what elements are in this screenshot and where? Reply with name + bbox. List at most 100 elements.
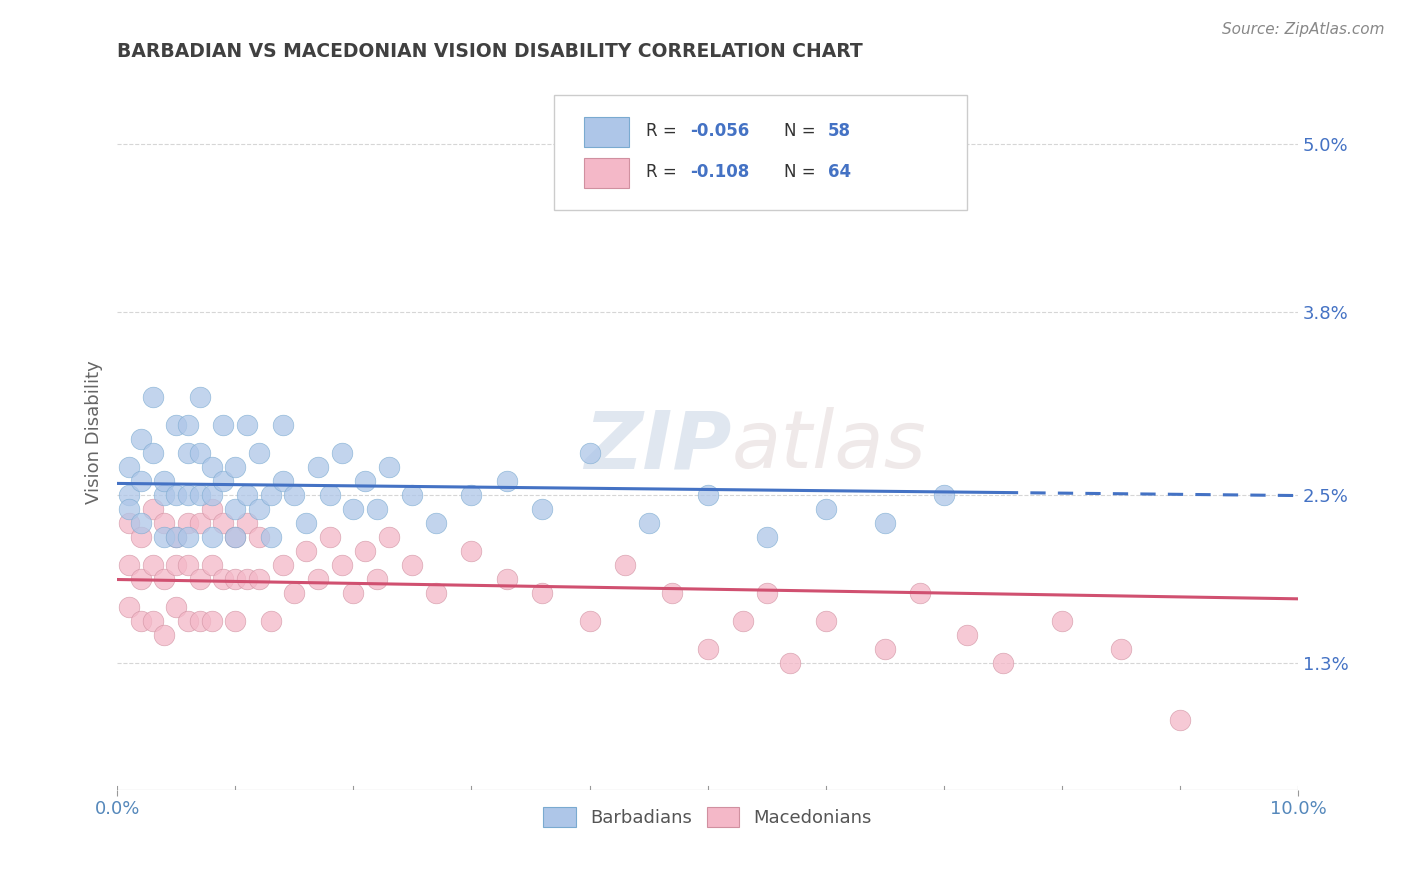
Point: [873, 516, 896, 530]
Point: [1109, 642, 1132, 657]
Point: [212, 474, 235, 488]
Point: [224, 615, 246, 629]
Point: [118, 459, 141, 474]
Point: [696, 488, 718, 502]
Point: [531, 502, 554, 516]
Point: [201, 502, 224, 516]
Point: [165, 530, 187, 544]
Point: [460, 488, 482, 502]
Point: [637, 516, 659, 530]
Point: [755, 586, 778, 600]
Text: N =: N =: [785, 163, 815, 181]
Point: [307, 459, 329, 474]
Point: [201, 530, 224, 544]
Point: [153, 628, 176, 642]
Point: [319, 488, 342, 502]
Point: [177, 558, 200, 573]
Point: [460, 544, 482, 558]
Point: [956, 628, 979, 642]
Point: [247, 446, 270, 460]
Point: [188, 390, 211, 404]
Point: [118, 516, 141, 530]
Point: [330, 558, 353, 573]
Point: [177, 615, 200, 629]
Point: [260, 488, 283, 502]
Point: [779, 657, 801, 671]
Point: [224, 572, 246, 586]
Point: [177, 417, 200, 432]
Point: [129, 516, 152, 530]
Point: [614, 558, 637, 573]
Point: [271, 474, 294, 488]
Point: [188, 572, 211, 586]
Point: [118, 600, 141, 615]
Text: ZIP: ZIP: [583, 407, 731, 485]
Point: [224, 530, 246, 544]
Point: [696, 642, 718, 657]
Point: [142, 558, 165, 573]
Point: [236, 488, 259, 502]
Text: Source: ZipAtlas.com: Source: ZipAtlas.com: [1222, 22, 1385, 37]
Point: [401, 558, 423, 573]
Point: [224, 530, 246, 544]
Point: [378, 530, 401, 544]
Point: [908, 586, 931, 600]
Legend: Barbadians, Macedonians: Barbadians, Macedonians: [536, 799, 879, 835]
Point: [129, 432, 152, 446]
Point: [1050, 615, 1073, 629]
Point: [283, 488, 305, 502]
Point: [932, 488, 955, 502]
Point: [342, 586, 364, 600]
Point: [177, 530, 200, 544]
Point: [236, 572, 259, 586]
Point: [188, 516, 211, 530]
Point: [212, 417, 235, 432]
Point: [142, 502, 165, 516]
Point: [271, 558, 294, 573]
Point: [531, 586, 554, 600]
Point: [165, 600, 187, 615]
Point: [354, 474, 377, 488]
Point: [295, 516, 318, 530]
Point: [212, 516, 235, 530]
Point: [814, 502, 837, 516]
Point: [755, 530, 778, 544]
Point: [366, 502, 388, 516]
Point: [129, 572, 152, 586]
Point: [578, 446, 600, 460]
Point: [153, 474, 176, 488]
Text: R =: R =: [647, 163, 676, 181]
Point: [212, 572, 235, 586]
Point: [661, 586, 683, 600]
Y-axis label: Vision Disability: Vision Disability: [86, 359, 103, 504]
Text: N =: N =: [785, 122, 815, 140]
Point: [153, 530, 176, 544]
Point: [224, 502, 246, 516]
Point: [142, 615, 165, 629]
Point: [201, 615, 224, 629]
Text: 58: 58: [828, 122, 851, 140]
Point: [129, 530, 152, 544]
Point: [578, 615, 600, 629]
Bar: [583, 158, 628, 188]
Point: [201, 488, 224, 502]
Point: [188, 446, 211, 460]
Point: [295, 544, 318, 558]
Point: [283, 586, 305, 600]
Point: [153, 488, 176, 502]
Point: [814, 615, 837, 629]
Point: [1168, 713, 1191, 727]
Point: [731, 615, 754, 629]
Point: [236, 516, 259, 530]
Point: [129, 615, 152, 629]
Point: [165, 417, 187, 432]
Point: [247, 502, 270, 516]
Point: [129, 474, 152, 488]
Point: [165, 558, 187, 573]
Point: [153, 516, 176, 530]
Point: [188, 488, 211, 502]
Point: [873, 642, 896, 657]
Point: [307, 572, 329, 586]
Text: -0.108: -0.108: [690, 163, 749, 181]
Text: 64: 64: [828, 163, 851, 181]
